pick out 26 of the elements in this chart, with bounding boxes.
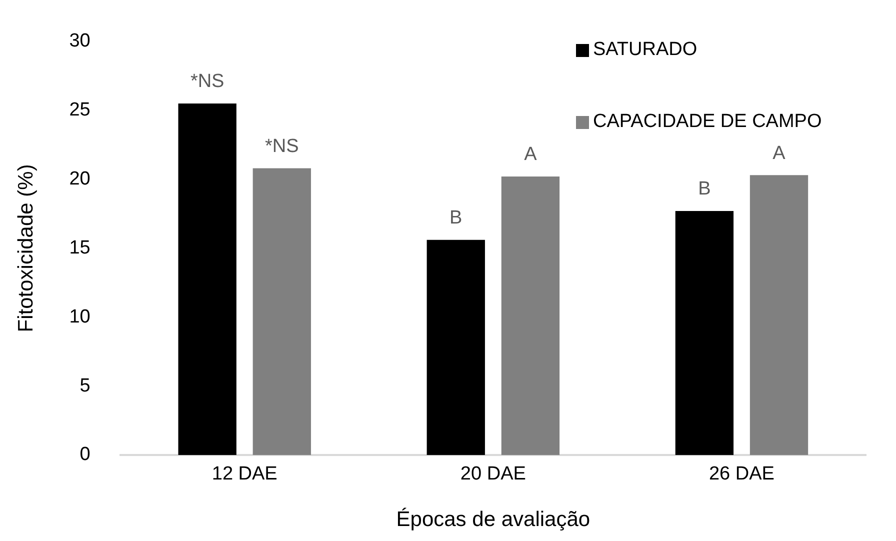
x-tick-label: 26 DAE <box>708 464 774 485</box>
data-label: A <box>772 142 786 164</box>
data-label: A <box>524 144 538 166</box>
bar <box>501 176 560 455</box>
y-axis-title: Fitotoxicidade (%) <box>14 164 38 332</box>
x-tick-label: 12 DAE <box>212 464 278 485</box>
data-label: *NS <box>264 136 299 157</box>
x-axis-title: Épocas de avaliação <box>396 507 590 532</box>
legend-label: SATURADO <box>593 39 698 62</box>
y-tick-label: 25 <box>69 100 90 121</box>
bar <box>426 240 485 455</box>
y-tick-label: 5 <box>80 375 90 396</box>
y-tick-label: 30 <box>69 30 90 52</box>
y-tick-label: 15 <box>69 237 90 258</box>
bar <box>252 168 311 455</box>
legend-label: CAPACIDADE DE CAMPO <box>593 111 822 134</box>
bar <box>750 175 808 455</box>
data-label: B <box>450 208 462 229</box>
data-label: B <box>698 178 711 200</box>
x-tick-label: 20 DAE <box>460 464 526 485</box>
bar <box>675 210 734 455</box>
data-label: *NS <box>190 71 224 92</box>
y-tick-label: 10 <box>69 306 90 328</box>
bar <box>178 103 236 455</box>
y-tick-label: 20 <box>69 168 90 190</box>
y-tick-label: 0 <box>80 444 90 466</box>
